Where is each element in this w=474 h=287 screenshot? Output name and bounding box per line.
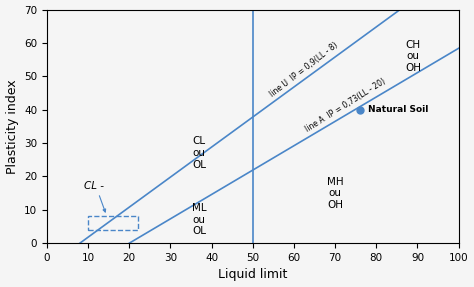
Text: CL -: CL - — [84, 181, 104, 191]
Text: Natural Soil: Natural Soil — [368, 105, 428, 114]
Text: CL
ou
OL: CL ou OL — [192, 136, 206, 170]
Text: line U  IP = 0,9(LL - 8): line U IP = 0,9(LL - 8) — [268, 40, 339, 98]
X-axis label: Liquid limit: Liquid limit — [218, 268, 288, 282]
Y-axis label: Plasticity index: Plasticity index — [6, 79, 18, 174]
Text: CH
ou
OH: CH ou OH — [405, 40, 421, 73]
Text: MH
ou
OH: MH ou OH — [327, 177, 344, 210]
Text: ML
ou
OL: ML ou OL — [192, 203, 207, 236]
Text: line A  IP = 0,73(LL - 20): line A IP = 0,73(LL - 20) — [303, 77, 387, 134]
Bar — [88, 216, 137, 230]
